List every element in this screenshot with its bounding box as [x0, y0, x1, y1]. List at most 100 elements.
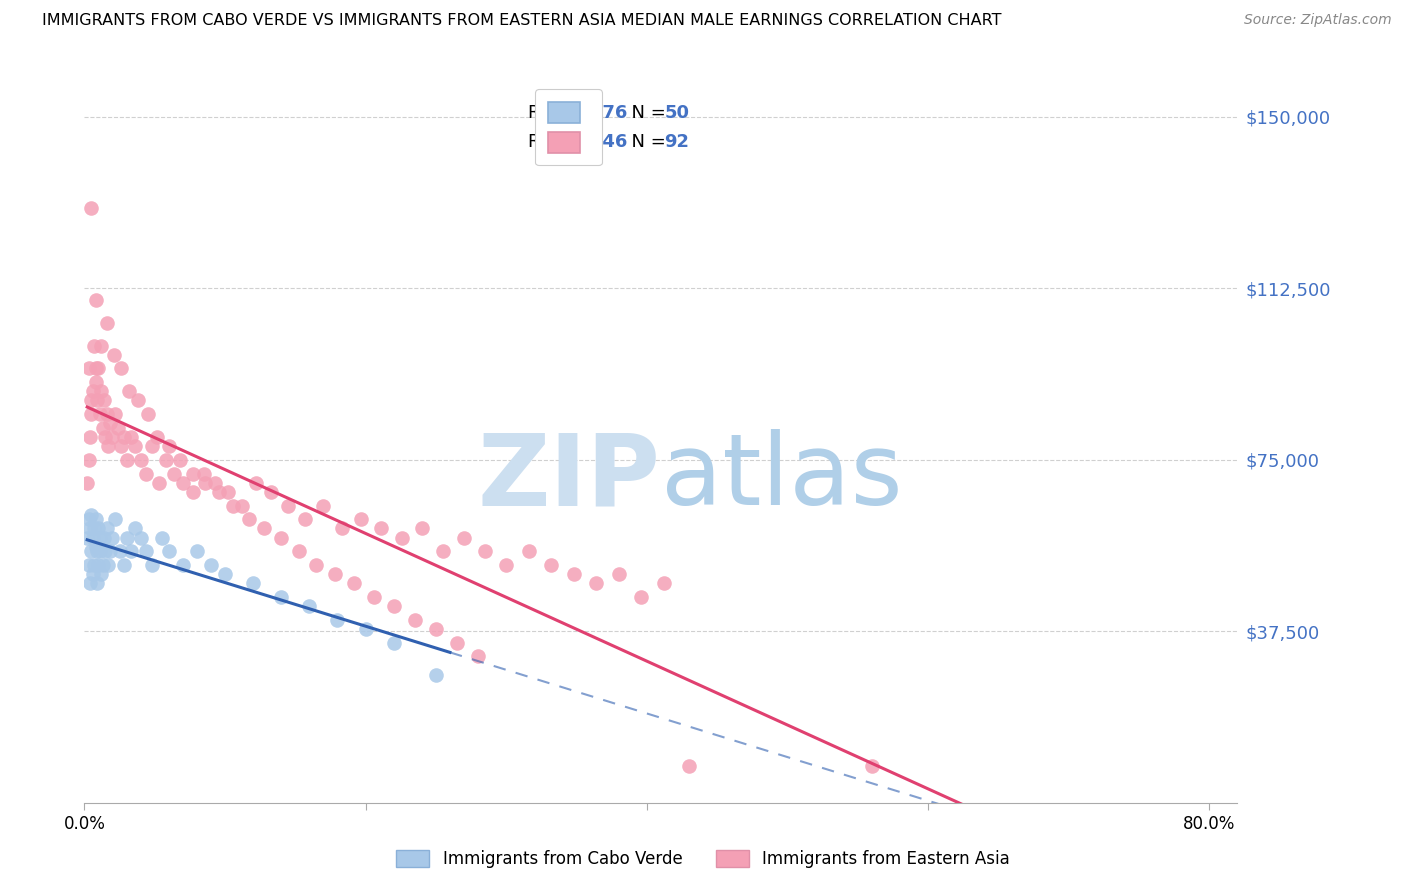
Point: [169, 453, 191, 467]
Text: 92: 92: [664, 133, 689, 151]
Point: [294, 512, 316, 526]
Point: [90, 567, 112, 582]
Point: [155, 453, 177, 467]
Point: [370, 521, 392, 535]
Text: IMMIGRANTS FROM CABO VERDE VS IMMIGRANTS FROM EASTERN ASIA MEDIAN MALE EARNINGS : IMMIGRANTS FROM CABO VERDE VS IMMIGRANTS…: [42, 13, 1001, 29]
Point: [238, 512, 260, 526]
Point: [135, 467, 157, 481]
Point: [86, 393, 108, 408]
Point: [630, 590, 652, 604]
Point: [425, 667, 447, 681]
Text: R =: R =: [529, 133, 567, 151]
Text: ZIP: ZIP: [478, 429, 661, 526]
Point: [89, 531, 111, 545]
Point: [270, 531, 292, 545]
Point: [101, 531, 124, 545]
Point: [562, 567, 585, 582]
Point: [80, 508, 103, 522]
Point: [77, 558, 100, 572]
Point: [136, 407, 159, 421]
Point: [94, 430, 117, 444]
Point: [411, 521, 433, 535]
Point: [87, 521, 110, 535]
Point: [110, 439, 132, 453]
Point: [135, 544, 157, 558]
Text: -0.246: -0.246: [562, 133, 627, 151]
Point: [172, 475, 194, 490]
Point: [104, 512, 127, 526]
Point: [208, 484, 231, 499]
Point: [181, 484, 204, 499]
Point: [86, 576, 108, 591]
Point: [94, 544, 117, 558]
Point: [83, 558, 105, 572]
Point: [90, 540, 112, 554]
Point: [242, 576, 264, 591]
Point: [193, 467, 215, 481]
Point: [104, 407, 127, 421]
Point: [107, 421, 129, 435]
Point: [97, 558, 120, 572]
Point: [186, 544, 208, 558]
Point: [86, 544, 108, 558]
Point: [115, 453, 138, 467]
Point: [82, 531, 104, 545]
Point: [163, 467, 186, 481]
Point: [87, 361, 110, 376]
Point: [82, 384, 104, 399]
Point: [330, 521, 353, 535]
Point: [517, 544, 540, 558]
Point: [83, 521, 105, 535]
Point: [288, 544, 311, 558]
Point: [146, 430, 169, 444]
Point: [253, 521, 276, 535]
Point: [343, 576, 366, 591]
Point: [97, 439, 120, 453]
Point: [245, 475, 267, 490]
Point: [305, 558, 328, 572]
Point: [118, 384, 141, 399]
Point: [453, 531, 475, 545]
Point: [120, 544, 142, 558]
Legend: , : ,: [536, 89, 602, 165]
Point: [103, 348, 125, 362]
Point: [382, 636, 405, 650]
Point: [204, 475, 226, 490]
Point: [148, 475, 170, 490]
Point: [83, 338, 105, 352]
Point: [678, 759, 700, 773]
Point: [98, 544, 121, 558]
Point: [80, 544, 103, 558]
Point: [124, 439, 146, 453]
Point: [115, 531, 138, 545]
Point: [108, 544, 131, 558]
Point: [79, 430, 101, 444]
Point: [391, 531, 413, 545]
Point: [141, 439, 163, 453]
Point: [82, 567, 104, 582]
Point: [77, 453, 100, 467]
Point: [76, 475, 98, 490]
Point: [110, 361, 132, 376]
Point: [141, 558, 163, 572]
Point: [80, 407, 103, 421]
Point: [87, 558, 110, 572]
Point: [129, 453, 152, 467]
Text: R =: R =: [529, 103, 567, 122]
Point: [222, 499, 245, 513]
Text: 50: 50: [664, 103, 689, 122]
Point: [585, 576, 607, 591]
Point: [84, 540, 107, 554]
Point: [467, 649, 489, 664]
Point: [89, 407, 111, 421]
Point: [382, 599, 405, 614]
Text: N =: N =: [620, 103, 672, 122]
Point: [194, 475, 217, 490]
Point: [77, 512, 100, 526]
Point: [84, 293, 107, 307]
Point: [446, 636, 468, 650]
Point: [98, 416, 121, 430]
Point: [214, 567, 236, 582]
Point: [79, 521, 101, 535]
Text: N =: N =: [620, 133, 672, 151]
